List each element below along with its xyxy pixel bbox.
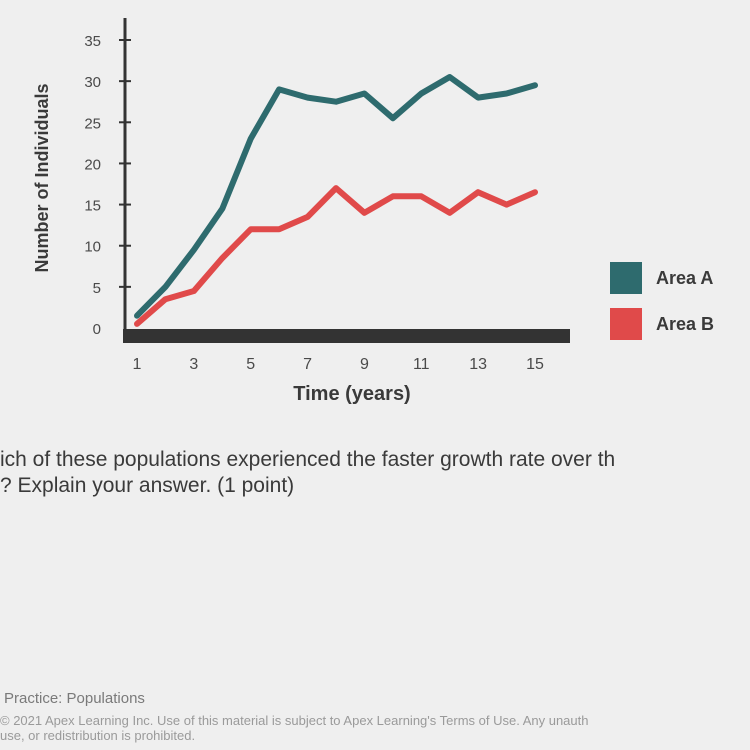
- series-line-area-a: [134, 74, 538, 319]
- question-line-1: ich of these populations experienced the…: [0, 448, 616, 471]
- y-tick-label: 5: [93, 280, 101, 297]
- legend-swatch-area-b: [610, 308, 642, 340]
- x-tick-label: 7: [303, 356, 312, 373]
- legend-swatch-area-a: [610, 262, 642, 294]
- legend-label-area-a: Area A: [656, 268, 713, 288]
- x-tick-label: 13: [469, 356, 487, 373]
- x-axis-bar: [123, 329, 570, 343]
- y-tick-label: 35: [84, 33, 101, 50]
- y-tick-label: 30: [84, 74, 101, 91]
- y-tick-label: 15: [84, 198, 101, 215]
- x-tick-label: 11: [413, 356, 430, 373]
- y-tick-label: 10: [84, 239, 101, 256]
- footer: Practice: Populations © 2021 Apex Learni…: [0, 690, 750, 743]
- y-tick-label: 20: [84, 156, 101, 173]
- footer-title: Practice: Populations: [4, 690, 145, 707]
- x-axis-title: Time (years): [293, 383, 410, 405]
- question-line-2: ? Explain your answer. (1 point): [0, 474, 295, 497]
- question-text: ich of these populations experienced the…: [0, 447, 750, 499]
- y-axis-title: Number of Individuals: [32, 83, 52, 272]
- legend-label-area-b: Area B: [656, 314, 714, 334]
- x-tick-label: 5: [246, 356, 255, 373]
- x-tick-label: 9: [360, 356, 369, 373]
- copyright-line-1: © 2021 Apex Learning Inc. Use of this ma…: [0, 713, 589, 728]
- copyright-notice: © 2021 Apex Learning Inc. Use of this ma…: [0, 713, 750, 743]
- series-line-area-b: [134, 185, 538, 327]
- y-tick-label: 0: [93, 321, 101, 338]
- y-tick-label: 25: [84, 115, 101, 132]
- x-tick-label: 15: [526, 356, 544, 373]
- copyright-line-2: use, or redistribution is prohibited.: [0, 728, 196, 743]
- x-tick-label: 1: [133, 356, 142, 373]
- x-tick-label: 3: [189, 356, 198, 373]
